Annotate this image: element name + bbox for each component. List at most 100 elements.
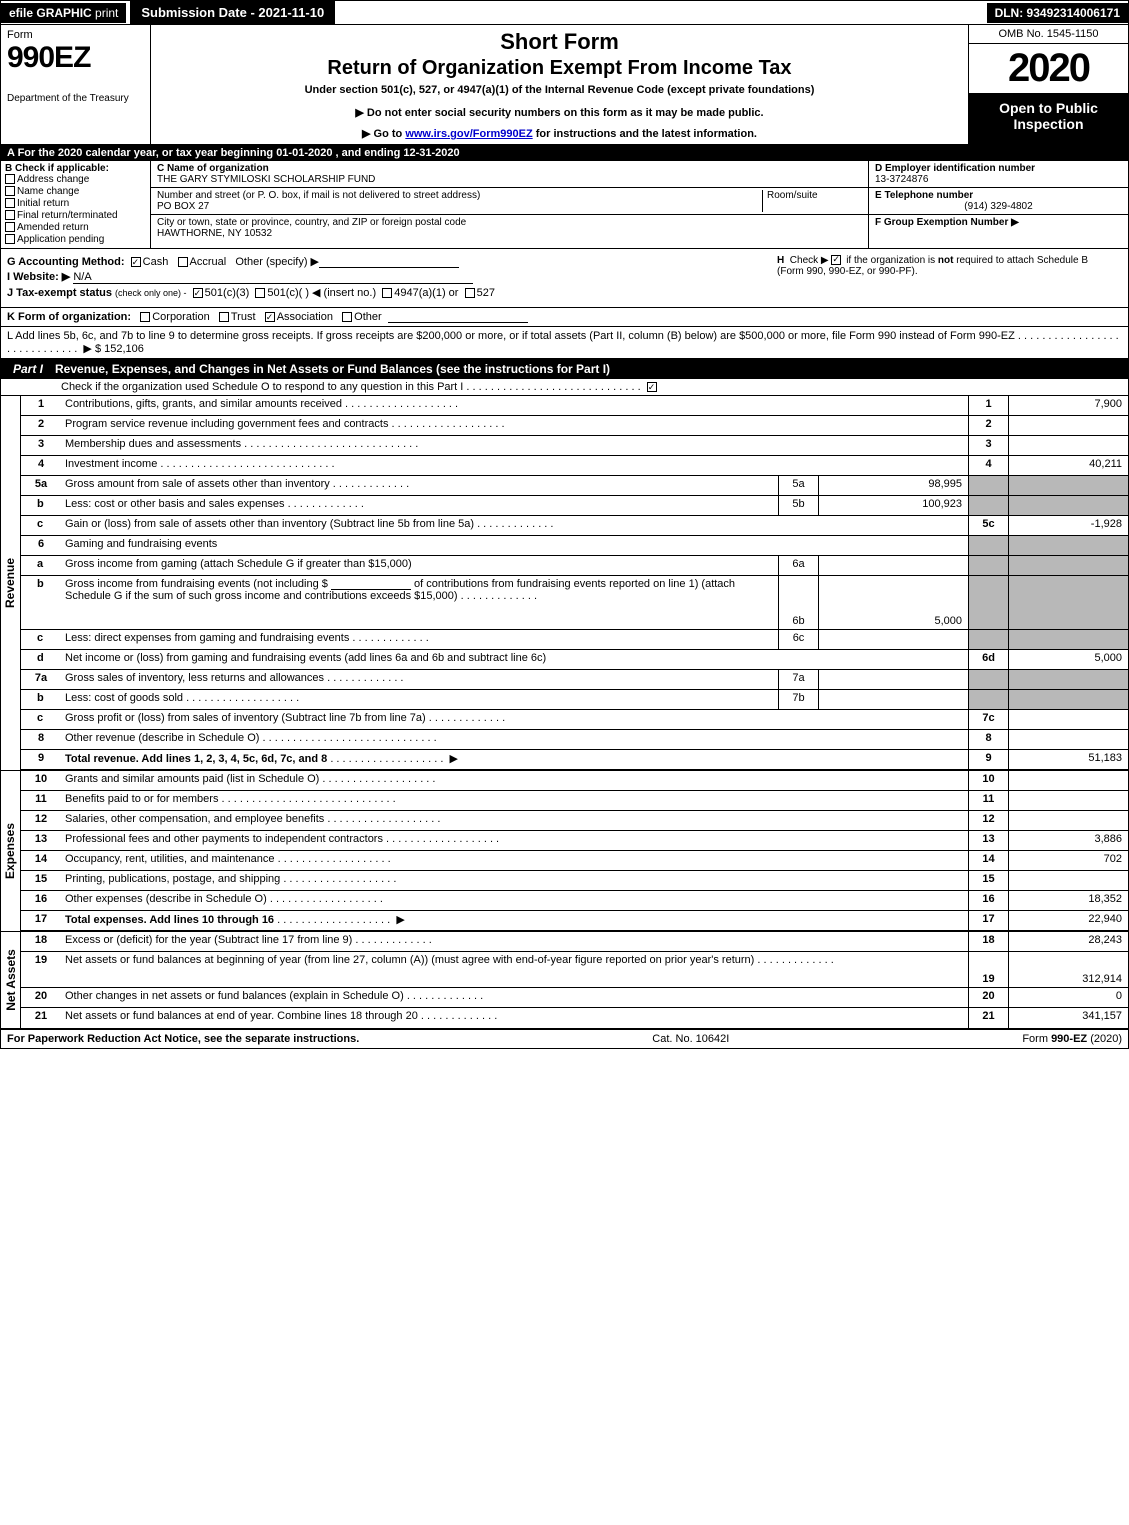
line-17-val: 22,940 bbox=[1008, 911, 1128, 930]
line-7a: 7a Gross sales of inventory, less return… bbox=[21, 670, 1128, 690]
net-assets-vert-label: Net Assets bbox=[1, 932, 21, 1028]
chk-final-return[interactable]: Final return/terminated bbox=[5, 210, 146, 221]
line-14-desc-text: Occupancy, rent, utilities, and maintena… bbox=[65, 853, 275, 865]
column-c-org-info: C Name of organization THE GARY STYMILOS… bbox=[151, 161, 868, 248]
line-15-key: 15 bbox=[968, 871, 1008, 890]
return-title: Return of Organization Exempt From Incom… bbox=[157, 57, 962, 80]
line-7a-no: 7a bbox=[21, 670, 61, 689]
chk-501c[interactable] bbox=[255, 288, 265, 298]
line-11-desc-text: Benefits paid to or for members bbox=[65, 793, 218, 805]
efile-print[interactable]: print bbox=[95, 6, 118, 20]
row-d-ein: D Employer identification number 13-3724… bbox=[869, 161, 1128, 188]
k-corp-label: Corporation bbox=[152, 311, 209, 323]
city-label: City or town, state or province, country… bbox=[157, 217, 862, 228]
h-label: H bbox=[777, 255, 784, 266]
chk-name-change-label: Name change bbox=[17, 186, 79, 197]
chk-association[interactable] bbox=[265, 312, 275, 322]
line-3-no: 3 bbox=[21, 436, 61, 455]
line-19-desc: Net assets or fund balances at beginning… bbox=[61, 952, 968, 987]
line-9-desc-text: Total revenue. Add lines 1, 2, 3, 4, 5c,… bbox=[65, 753, 327, 765]
chk-name-change[interactable]: Name change bbox=[5, 186, 146, 197]
g-other-blank[interactable] bbox=[319, 256, 459, 268]
h-text2: if the organization is not required to a… bbox=[846, 255, 1088, 266]
line-7b: b Less: cost of goods sold 7b bbox=[21, 690, 1128, 710]
expenses-lines: 10 Grants and similar amounts paid (list… bbox=[21, 771, 1128, 931]
revenue-lines: 1 Contributions, gifts, grants, and simi… bbox=[21, 396, 1128, 770]
under-section-text: Under section 501(c), 527, or 4947(a)(1)… bbox=[157, 84, 962, 96]
chk-4947[interactable] bbox=[382, 288, 392, 298]
line-8-val bbox=[1008, 730, 1128, 749]
line-6-val-shaded bbox=[1008, 536, 1128, 555]
line-6b-blank[interactable] bbox=[331, 578, 411, 590]
line-5c-desc: Gain or (loss) from sale of assets other… bbox=[61, 516, 968, 535]
line-5a-val-shaded bbox=[1008, 476, 1128, 495]
chk-initial-return[interactable]: Initial return bbox=[5, 198, 146, 209]
line-13-val: 3,886 bbox=[1008, 831, 1128, 850]
line-20: 20 Other changes in net assets or fund b… bbox=[21, 988, 1128, 1008]
chk-other[interactable] bbox=[342, 312, 352, 322]
line-19: 19 Net assets or fund balances at beginn… bbox=[21, 952, 1128, 988]
efile-badge[interactable]: efile GRAPHIC print bbox=[1, 3, 126, 23]
line-18-desc: Excess or (deficit) for the year (Subtra… bbox=[61, 932, 968, 951]
line-3: 3 Membership dues and assessments 3 bbox=[21, 436, 1128, 456]
line-7c-val bbox=[1008, 710, 1128, 729]
line-6c-desc-text: Less: direct expenses from gaming and fu… bbox=[65, 632, 349, 644]
line-16-desc-text: Other expenses (describe in Schedule O) bbox=[65, 893, 267, 905]
line-10-val bbox=[1008, 771, 1128, 790]
line-6a-val-shaded bbox=[1008, 556, 1128, 575]
chk-amended-return[interactable]: Amended return bbox=[5, 222, 146, 233]
line-7b-desc-text: Less: cost of goods sold bbox=[65, 692, 183, 704]
tax-year: 2020 bbox=[969, 44, 1128, 94]
line-2-val bbox=[1008, 416, 1128, 435]
chk-h[interactable] bbox=[831, 255, 841, 265]
line-l-gross-receipts: L Add lines 5b, 6c, and 7b to line 9 to … bbox=[1, 327, 1128, 359]
chk-cash[interactable] bbox=[131, 257, 141, 267]
line-5c-no: c bbox=[21, 516, 61, 535]
line-3-val bbox=[1008, 436, 1128, 455]
line-7a-key-shaded bbox=[968, 670, 1008, 689]
chk-address-change[interactable]: Address change bbox=[5, 174, 146, 185]
line-17-no: 17 bbox=[21, 911, 61, 930]
chk-trust[interactable] bbox=[219, 312, 229, 322]
line-6b-val-shaded bbox=[1008, 576, 1128, 629]
revenue-label-text: Revenue bbox=[4, 558, 18, 608]
gh-right: H Check ▶ if the organization is not req… bbox=[767, 255, 1107, 301]
line-1-val: 7,900 bbox=[1008, 396, 1128, 415]
line-10: 10 Grants and similar amounts paid (list… bbox=[21, 771, 1128, 791]
line-5b-desc-text: Less: cost or other basis and sales expe… bbox=[65, 498, 285, 510]
k-label: K Form of organization: bbox=[7, 311, 131, 323]
line-18: 18 Excess or (deficit) for the year (Sub… bbox=[21, 932, 1128, 952]
row-f-group-exemption: F Group Exemption Number ▶ bbox=[869, 215, 1128, 230]
line-7a-desc-text: Gross sales of inventory, less returns a… bbox=[65, 672, 324, 684]
form-header: Form 990EZ Department of the Treasury Sh… bbox=[1, 25, 1128, 145]
line-5a-midval: 98,995 bbox=[818, 476, 968, 495]
line-7b-no: b bbox=[21, 690, 61, 709]
chk-527[interactable] bbox=[465, 288, 475, 298]
chk-corporation[interactable] bbox=[140, 312, 150, 322]
line-17-desc: Total expenses. Add lines 10 through 16 … bbox=[61, 911, 968, 930]
line-7c-no: c bbox=[21, 710, 61, 729]
line-7b-desc: Less: cost of goods sold bbox=[61, 690, 778, 709]
chk-schedule-o[interactable] bbox=[647, 382, 657, 392]
line-10-desc: Grants and similar amounts paid (list in… bbox=[61, 771, 968, 790]
chk-accrual[interactable] bbox=[178, 257, 188, 267]
expenses-section: Expenses 10 Grants and similar amounts p… bbox=[1, 771, 1128, 932]
line-12-val bbox=[1008, 811, 1128, 830]
k-other-blank[interactable] bbox=[388, 311, 528, 323]
irs-link[interactable]: www.irs.gov/Form990EZ bbox=[405, 128, 532, 140]
line-9-desc: Total revenue. Add lines 1, 2, 3, 4, 5c,… bbox=[61, 750, 968, 769]
line-12: 12 Salaries, other compensation, and emp… bbox=[21, 811, 1128, 831]
line-19-desc-text: Net assets or fund balances at beginning… bbox=[65, 954, 754, 966]
chk-501c3[interactable] bbox=[193, 288, 203, 298]
part-1-title: Revenue, Expenses, and Changes in Net As… bbox=[55, 362, 610, 376]
line-11-val bbox=[1008, 791, 1128, 810]
line-5a-desc-text: Gross amount from sale of assets other t… bbox=[65, 478, 330, 490]
chk-application-pending[interactable]: Application pending bbox=[5, 234, 146, 245]
line-8-key: 8 bbox=[968, 730, 1008, 749]
line-17-desc-text: Total expenses. Add lines 10 through 16 bbox=[65, 914, 274, 926]
footer-center: Cat. No. 10642I bbox=[359, 1033, 1022, 1045]
short-form-title: Short Form bbox=[157, 29, 962, 55]
goto-text: ▶ Go to www.irs.gov/Form990EZ for instru… bbox=[157, 127, 962, 140]
header-center: Short Form Return of Organization Exempt… bbox=[151, 25, 968, 144]
line-12-desc: Salaries, other compensation, and employ… bbox=[61, 811, 968, 830]
